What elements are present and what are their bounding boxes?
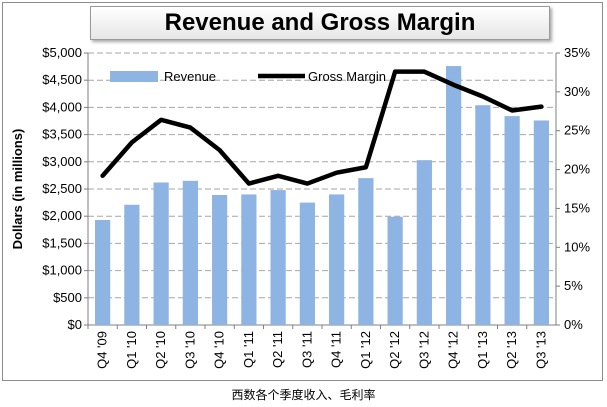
figure-caption: 西数各个季度收入、毛利率: [231, 388, 376, 402]
revenue-bar: [504, 116, 520, 325]
revenue-bar: [182, 180, 198, 325]
y-left-tick-label: $2,500: [42, 181, 82, 196]
revenue-bar: [533, 120, 549, 326]
x-tick-label: Q2 '10: [153, 331, 168, 369]
x-tick-label: Q2 '12: [387, 331, 402, 369]
y-left-tick-label: $3,000: [42, 154, 82, 169]
legend-gross-margin-label: Gross Margin: [308, 69, 386, 84]
y-right-tick-label: 30%: [564, 84, 590, 99]
revenue-bar: [446, 66, 462, 325]
x-tick-label: Q4 '10: [212, 331, 227, 369]
revenue-bar: [387, 216, 403, 325]
y-left-tick-label: $2,000: [42, 208, 82, 223]
y-right-tick-label: 10%: [564, 239, 590, 254]
y-left-tick-label: $3,500: [42, 127, 82, 142]
y-right-tick-label: 0%: [564, 317, 583, 332]
x-tick-label: Q4 '09: [95, 331, 110, 369]
x-tick-label: Q4 '12: [446, 331, 461, 369]
legend-revenue-label: Revenue: [164, 69, 216, 84]
revenue-bar: [241, 194, 257, 325]
x-tick-label: Q3 '13: [533, 331, 548, 369]
revenue-bar: [475, 105, 491, 325]
x-tick-label: Q1 '12: [358, 331, 373, 369]
x-tick-label: Q2 '11: [270, 331, 285, 368]
legend-revenue-swatch: [110, 71, 158, 82]
y-right-tick-label: 15%: [564, 200, 590, 215]
revenue-bar: [270, 190, 286, 325]
revenue-bar: [124, 204, 140, 325]
y-right-tick-label: 20%: [564, 162, 590, 177]
x-tick-label: Q1 '10: [124, 331, 139, 369]
revenue-bar: [329, 194, 345, 325]
y-left-tick-label: $0: [68, 317, 82, 332]
x-tick-label: Q3 '10: [182, 331, 197, 369]
y-left-tick-label: $500: [53, 290, 82, 305]
x-tick-label: Q3 '11: [299, 331, 314, 368]
revenue-bar: [299, 202, 315, 325]
x-tick-label: Q3 '12: [416, 331, 431, 369]
y-left-tick-label: $4,500: [42, 72, 82, 87]
y-left-tick-label: $4,000: [42, 99, 82, 114]
x-tick-label: Q1 '11: [241, 331, 256, 368]
x-tick-label: Q4 '11: [329, 331, 344, 368]
x-tick-label: Q2 '13: [504, 331, 519, 369]
y-right-tick-label: 5%: [564, 278, 583, 293]
revenue-bar: [416, 160, 432, 325]
y-right-tick-label: 35%: [564, 45, 590, 60]
revenue-bar: [153, 182, 169, 325]
revenue-bar: [95, 220, 111, 325]
y-left-tick-label: $1,000: [42, 263, 82, 278]
revenue-bar: [358, 178, 374, 325]
y-left-tick-label: $1,500: [42, 235, 82, 250]
y-left-tick-label: $5,000: [42, 45, 82, 60]
chart-title: Revenue and Gross Margin: [90, 6, 550, 40]
x-tick-label: Q1 '13: [475, 331, 490, 369]
y-axis-title: Dollars (in millions): [10, 129, 25, 250]
revenue-bar: [212, 194, 228, 325]
y-right-tick-label: 25%: [564, 123, 590, 138]
gross-margin-line: [100, 69, 544, 186]
